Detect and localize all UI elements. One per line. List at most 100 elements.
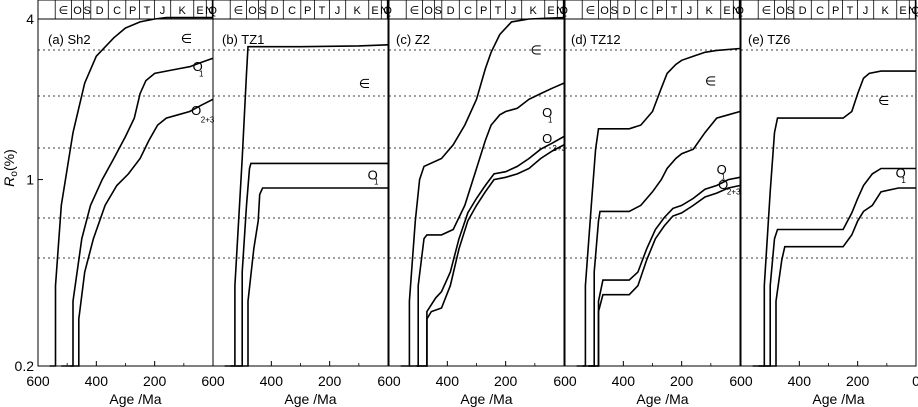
period-label: C <box>113 5 121 17</box>
period-label: T <box>319 5 326 17</box>
series-annotation: ∈ <box>530 42 541 57</box>
panel-title: (e) TZ6 <box>748 32 790 47</box>
x-tick-label: 400 <box>788 373 812 389</box>
period-label: Q <box>383 5 392 17</box>
period-label: Q <box>559 5 568 17</box>
x-tick-label: 200 <box>494 373 518 389</box>
period-label: N <box>205 5 213 17</box>
series-line <box>409 82 565 367</box>
series-line <box>236 187 388 367</box>
period-label: Q <box>911 5 918 17</box>
x-tick-label: 400 <box>612 373 636 389</box>
period-label: D <box>623 5 631 17</box>
period-label: C <box>640 5 648 17</box>
period-label: D <box>447 5 455 17</box>
series-line <box>752 70 916 367</box>
period-label: K <box>706 5 714 17</box>
series-annotation: 2+3 <box>727 187 741 196</box>
period-label: S <box>610 5 617 17</box>
x-tick-label: 400 <box>85 373 109 389</box>
series-annotation: 1 <box>721 173 726 182</box>
period-label: J <box>863 5 869 17</box>
series-annotation: O <box>718 177 728 192</box>
y-tick-label: 0.2 <box>15 358 35 374</box>
series-annotation: ∈ <box>181 31 192 46</box>
x-tick-label: 600 <box>377 373 401 389</box>
period-label: P <box>832 5 839 17</box>
series-line <box>764 187 916 367</box>
period-label: P <box>480 5 487 17</box>
period-label: T <box>144 5 151 17</box>
frame-layer <box>37 0 917 367</box>
period-label: ∈ <box>234 5 244 17</box>
period-label: P <box>129 5 136 17</box>
grid-layer <box>38 49 916 259</box>
series-annotation: O <box>717 162 727 177</box>
period-label: Q <box>208 5 217 17</box>
series-line <box>416 135 565 367</box>
period-label: ∈ <box>410 5 420 17</box>
x-axis-label: Age /Ma <box>812 391 864 407</box>
period-label: T <box>495 5 502 17</box>
period-label: E <box>196 5 203 17</box>
period-label: C <box>288 5 296 17</box>
series-annotation: O <box>896 165 906 180</box>
period-label: K <box>882 5 890 17</box>
plot-frame <box>388 18 565 367</box>
x-tick-label: 0 <box>912 373 918 389</box>
series-line <box>61 57 214 367</box>
panel-title: (a) Sh2 <box>48 32 91 47</box>
series-line <box>588 184 741 367</box>
period-label: S <box>258 5 265 17</box>
period-label: J <box>687 5 693 17</box>
panel-title: (b) TZ1 <box>222 32 264 47</box>
series-annotation: O <box>368 168 378 183</box>
x-tick-label: 600 <box>26 373 50 389</box>
series-line <box>224 44 389 367</box>
period-label: ∈ <box>586 5 596 17</box>
period-label: P <box>304 5 311 17</box>
period-label: D <box>96 5 104 17</box>
period-label: E <box>547 5 554 17</box>
period-label: E <box>371 5 378 17</box>
series-annotation: 1 <box>374 177 379 186</box>
series-annotation: 2+3 <box>201 115 215 124</box>
x-tick-label: 400 <box>260 373 284 389</box>
period-label: P <box>656 5 663 17</box>
period-label: S <box>83 5 90 17</box>
series-annotation: ∈ <box>359 76 370 91</box>
period-label: E <box>899 5 906 17</box>
period-label: K <box>179 5 187 17</box>
y-axis-label-unit: (%) <box>1 149 17 171</box>
period-label: D <box>799 5 807 17</box>
series-annotation: 1 <box>548 115 553 124</box>
period-label: O <box>600 5 609 17</box>
period-label: C <box>816 5 824 17</box>
x-tick-label: 600 <box>729 373 753 389</box>
series-line <box>49 16 213 367</box>
series-annotation: 1 <box>199 70 204 79</box>
series-line <box>588 176 741 367</box>
series-annotation: 1 <box>901 176 906 185</box>
period-label: D <box>271 5 279 17</box>
y-tick-label: 1 <box>26 172 34 188</box>
series-line <box>416 144 565 367</box>
period-label: Q <box>735 5 744 17</box>
series-line <box>758 167 916 367</box>
x-tick-label: 200 <box>318 373 342 389</box>
period-label: ∈ <box>59 5 69 17</box>
period-label: O <box>73 5 82 17</box>
period-label: J <box>511 5 517 17</box>
y-axis-label-text: Ro(%) <box>1 149 20 186</box>
x-tick-label: 600 <box>553 373 577 389</box>
x-tick-label: 600 <box>201 373 225 389</box>
period-label: O <box>248 5 257 17</box>
panel-title: (d) TZ12 <box>571 32 621 47</box>
y-axis-label-main: R <box>1 177 17 187</box>
series-line <box>400 16 565 367</box>
series-annotation: ∈ <box>878 93 889 108</box>
period-label: N <box>556 5 564 17</box>
period-label: J <box>335 5 341 17</box>
period-label: J <box>160 5 166 17</box>
